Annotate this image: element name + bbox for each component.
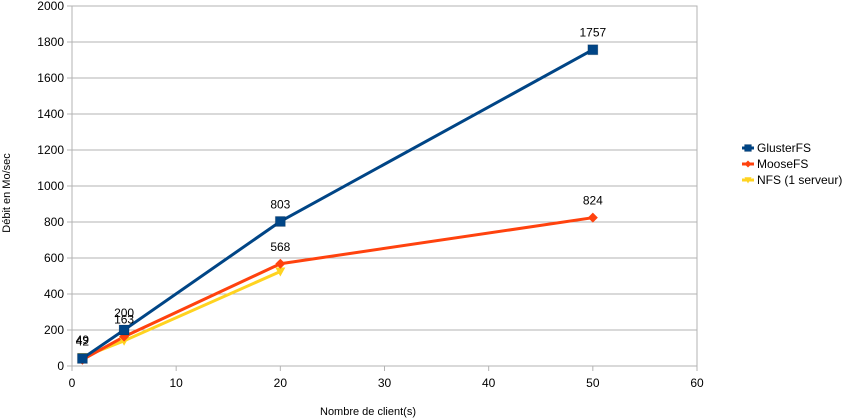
data-labels: 42 200 803 1757 163 568 824 49 — [76, 26, 607, 349]
x-tick-label: 30 — [378, 376, 392, 390]
data-point — [118, 324, 130, 336]
y-tick-label: 1400 — [37, 107, 64, 121]
y-axis-title: Débit en Mo/sec — [1, 153, 13, 233]
series-layer — [76, 44, 599, 365]
legend-label: GlusterFS — [757, 141, 811, 155]
data-point — [274, 215, 286, 227]
legend: GlusterFS MooseFS NFS (1 serveur) — [742, 141, 842, 187]
data-label: 42 — [76, 334, 90, 348]
x-tick-label: 40 — [482, 376, 496, 390]
legend-marker — [744, 160, 752, 168]
legend-marker — [744, 177, 752, 184]
x-tick-label: 10 — [169, 376, 183, 390]
data-label: 163 — [114, 313, 134, 327]
data-label: 824 — [583, 194, 603, 208]
data-point — [275, 258, 286, 269]
x-tick-label: 50 — [586, 376, 600, 390]
legend-marker — [744, 144, 752, 152]
data-label: 568 — [270, 240, 290, 254]
plot-frame — [71, 5, 698, 367]
data-point — [275, 267, 286, 277]
data-point — [587, 212, 598, 223]
y-tick-label: 800 — [44, 215, 64, 229]
y-tick-label: 1200 — [37, 143, 64, 157]
legend-label: MooseFS — [757, 157, 808, 171]
y-tick-label: 400 — [44, 287, 64, 301]
y-tick-label: 2000 — [37, 0, 64, 13]
y-tick-label: 1800 — [37, 35, 64, 49]
y-tick-label: 1600 — [37, 71, 64, 85]
y-tick-label: 1000 — [37, 179, 64, 193]
y-tick-label: 600 — [44, 251, 64, 265]
x-tick-label: 60 — [690, 376, 704, 390]
data-point — [587, 44, 599, 56]
series-line-moosefs — [81, 216, 594, 362]
y-tick-label: 200 — [44, 323, 64, 337]
data-label: 49 — [76, 333, 90, 347]
x-axis-title: Nombre de client(s) — [320, 406, 416, 418]
axes — [67, 5, 698, 371]
data-point — [76, 352, 88, 364]
tick-labels: 0 200 400 600 800 1000 1200 1400 1600 1800 2000 0 10… — [37, 0, 704, 390]
x-tick-label: 20 — [274, 376, 288, 390]
x-tick-label: 0 — [69, 376, 76, 390]
y-tick-label: 0 — [57, 359, 64, 373]
series-line-glusterfs — [81, 48, 594, 360]
data-label: 803 — [270, 197, 290, 211]
data-label: 1757 — [579, 26, 606, 40]
legend-label: NFS (1 serveur) — [757, 173, 842, 187]
data-label: 200 — [114, 306, 134, 320]
